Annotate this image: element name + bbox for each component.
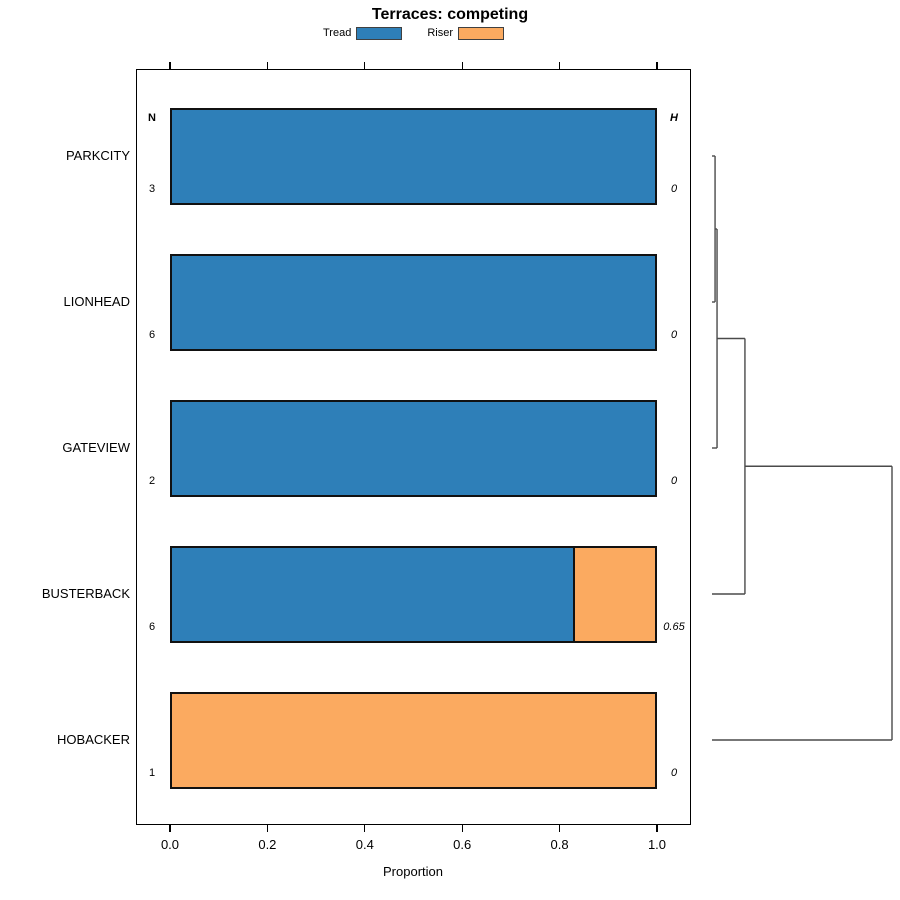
bar-segment-tread <box>172 401 655 495</box>
n-value: 3 <box>148 182 156 195</box>
chart-title: Terraces: competing <box>371 6 529 23</box>
bar-segment-tread <box>172 109 655 203</box>
row-label: GATEVIEW <box>62 440 130 455</box>
legend-item-riser: Riser <box>427 27 504 40</box>
h-value: 0 <box>670 766 678 779</box>
x-axis-title: Proportion <box>383 864 443 879</box>
x-tick-label: 0.6 <box>453 837 472 852</box>
x-tick-top <box>266 62 269 69</box>
bar-segment-riser <box>572 547 655 641</box>
n-value: 1 <box>148 766 156 779</box>
row-label: BUSTERBACK <box>41 586 130 601</box>
x-tick-label: 0.8 <box>550 837 569 852</box>
legend-swatch-riser <box>458 27 504 40</box>
n-value: 6 <box>148 620 156 633</box>
legend-item-tread: Tread <box>323 27 403 40</box>
bar-row <box>170 691 657 789</box>
x-tick-bottom <box>364 825 366 832</box>
bar-row <box>170 253 657 351</box>
x-tick-label: 1.0 <box>647 837 667 852</box>
x-tick-bottom <box>656 825 658 832</box>
x-tick-top <box>656 62 658 69</box>
row-label: PARKCITY <box>65 148 130 163</box>
h-value: 0 <box>670 328 678 341</box>
bar-segment-tread <box>172 255 655 349</box>
legend-label: Tread <box>323 27 352 39</box>
bar-segment-riser <box>172 693 655 787</box>
x-tick-bottom <box>558 825 561 832</box>
bar-row <box>170 399 657 497</box>
x-tick-top <box>461 62 463 69</box>
x-tick-bottom <box>461 825 463 832</box>
h-value: 0 <box>670 182 678 195</box>
h-value: 0 <box>670 474 678 487</box>
bar-segment-tread <box>172 547 573 641</box>
legend: Tread Riser <box>323 26 504 41</box>
x-tick-top <box>364 62 366 69</box>
h-value: 0.65 <box>663 620 685 633</box>
bar-row <box>170 545 657 643</box>
legend-swatch-tread <box>356 27 403 40</box>
row-label: LIONHEAD <box>63 294 130 309</box>
x-tick-label: 0.2 <box>258 837 277 852</box>
x-tick-top <box>169 62 171 69</box>
x-tick-bottom <box>266 825 269 832</box>
column-header-n: N <box>148 112 156 124</box>
x-tick-top <box>558 62 561 69</box>
n-value: 2 <box>148 474 156 487</box>
bar-row <box>170 107 657 205</box>
x-tick-bottom <box>169 825 171 832</box>
x-tick-label: 0.4 <box>355 837 374 852</box>
column-header-h: H <box>670 112 678 124</box>
x-tick-label: 0.0 <box>160 837 180 852</box>
n-value: 6 <box>148 328 156 341</box>
legend-label: Riser <box>427 27 453 39</box>
row-label: HOBACKER <box>57 732 130 747</box>
